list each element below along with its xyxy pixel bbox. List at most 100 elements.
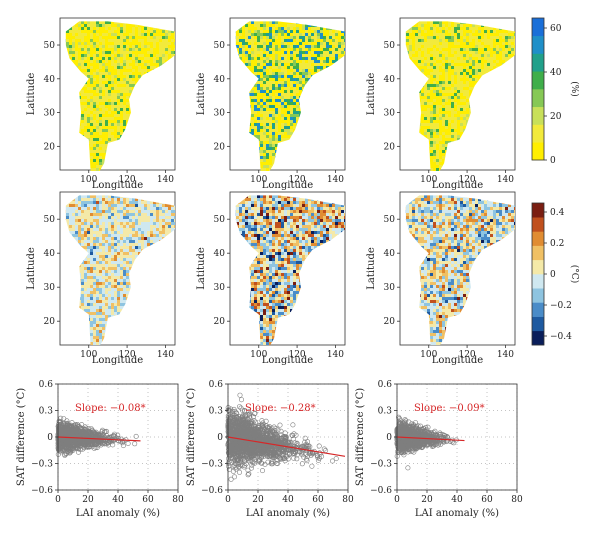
scatter-point xyxy=(250,459,256,465)
fit-line xyxy=(396,436,465,442)
map-ylabel: Latitude xyxy=(196,73,207,116)
map-xtick-label: 140 xyxy=(497,175,514,185)
scatter-xtick-label: 0 xyxy=(55,495,61,505)
scatter-point xyxy=(396,414,402,420)
scatter-point xyxy=(397,417,403,423)
scatter-point xyxy=(403,418,409,424)
colorbar-tick-label: 40 xyxy=(550,68,562,78)
scatter-point xyxy=(226,418,232,424)
scatter-point xyxy=(229,430,235,436)
map-frame xyxy=(229,17,346,171)
scatter-point xyxy=(292,449,298,455)
map-panel: 100 120 140 20 30 40 50 Longitude Latitude xyxy=(26,17,176,191)
colorbar-tick-label: 60 xyxy=(550,24,562,34)
fit-line xyxy=(227,436,346,457)
scatter-point xyxy=(409,436,415,442)
scatter-ytick-label: 0.6 xyxy=(378,380,393,390)
scatter-point xyxy=(239,463,245,469)
scatter-point xyxy=(233,464,239,470)
scatter-point xyxy=(425,437,431,443)
scatter-xtick-label: 0 xyxy=(225,495,231,505)
scatter-point xyxy=(440,431,446,437)
scatter-point xyxy=(241,447,247,453)
scatter-point xyxy=(70,430,76,436)
scatter-point xyxy=(263,433,269,439)
map-ylabel: Latitude xyxy=(366,247,377,290)
scatter-point xyxy=(277,450,283,456)
scatter-point xyxy=(289,432,295,438)
scatter-point xyxy=(264,436,270,442)
map-xtick-label: 140 xyxy=(327,350,344,360)
scatter-points xyxy=(225,392,339,482)
colorbar-unit-label: (°C) xyxy=(569,265,580,283)
scatter-point xyxy=(321,446,327,452)
scatter-ytick-label: −0.3 xyxy=(201,460,223,470)
scatter-xtick-label: 20 xyxy=(421,495,433,505)
scatter-point xyxy=(290,422,296,428)
scatter-point xyxy=(68,434,74,440)
scatter-point xyxy=(67,426,73,432)
scatter-point xyxy=(279,446,285,452)
scatter-xtick-label: 80 xyxy=(172,495,184,505)
map-xtick-label: 100 xyxy=(250,350,267,360)
scatter-point xyxy=(247,426,253,432)
map-panel: 100 120 140 20 30 40 50 Longitude Latitude xyxy=(196,191,346,366)
map-xtick-label: 120 xyxy=(118,350,135,360)
scatter-point xyxy=(256,451,262,457)
scatter-point xyxy=(423,431,429,437)
scatter-point xyxy=(315,454,321,460)
scatter-ylabel: SAT difference (°C) xyxy=(186,388,197,486)
map-ytick-label: 30 xyxy=(44,283,56,293)
scatter-point xyxy=(301,454,307,460)
scatter-point xyxy=(267,453,273,459)
scatter-point xyxy=(275,454,281,460)
scatter-point xyxy=(116,438,122,444)
map-xlabel: Longitude xyxy=(92,355,144,366)
scatter-point xyxy=(333,456,339,462)
scatter-point xyxy=(260,420,266,426)
scatter-point xyxy=(233,442,239,448)
map-ytick-label: 30 xyxy=(214,109,226,119)
scatter-point xyxy=(426,430,432,436)
scatter-ytick-label: −0.6 xyxy=(201,486,223,496)
scatter-point xyxy=(269,459,275,465)
scatter-point xyxy=(125,440,131,446)
scatter-point xyxy=(63,451,69,457)
scatter-point xyxy=(239,425,245,431)
map-ytick-label: 50 xyxy=(214,41,226,51)
scatter-xtick-label: 60 xyxy=(481,495,493,505)
scatter-point xyxy=(282,430,288,436)
scatter-point xyxy=(302,435,308,441)
colorbar-segment xyxy=(532,330,544,346)
scatter-xtick-label: 20 xyxy=(252,495,264,505)
map-ytick-label: 20 xyxy=(44,142,56,152)
colorbar-segment xyxy=(532,316,544,332)
scatter-point xyxy=(85,440,91,446)
scatter-xtick-label: 40 xyxy=(451,495,463,505)
scatter-point xyxy=(270,451,276,457)
scatter-point xyxy=(265,459,271,465)
map-xtick-label: 100 xyxy=(250,175,267,185)
scatter-point xyxy=(247,419,253,425)
map-xtick-label: 100 xyxy=(80,350,97,360)
scatter-point xyxy=(316,443,322,449)
colorbar-segment xyxy=(532,124,544,143)
scatter-point xyxy=(229,414,235,420)
scatter-xlabel: LAI anomaly (%) xyxy=(415,508,499,519)
scatter-point xyxy=(292,451,298,457)
colorbar-tick-label: −0.2 xyxy=(550,301,572,311)
scatter-point xyxy=(76,438,82,444)
scatter-point xyxy=(273,438,279,444)
scatter-ytick-label: −0.3 xyxy=(370,460,392,470)
scatter-point xyxy=(398,441,404,447)
map-xtick-label: 100 xyxy=(420,175,437,185)
scatter-point xyxy=(290,433,296,439)
scatter-point xyxy=(418,438,424,444)
scatter-point xyxy=(275,449,281,455)
map-ytick-label: 40 xyxy=(214,249,226,259)
scatter-xtick-label: 80 xyxy=(511,495,523,505)
map-field xyxy=(235,195,345,345)
scatter-point xyxy=(99,429,105,435)
map-xtick-label: 100 xyxy=(80,175,97,185)
scatter-point xyxy=(226,456,232,462)
